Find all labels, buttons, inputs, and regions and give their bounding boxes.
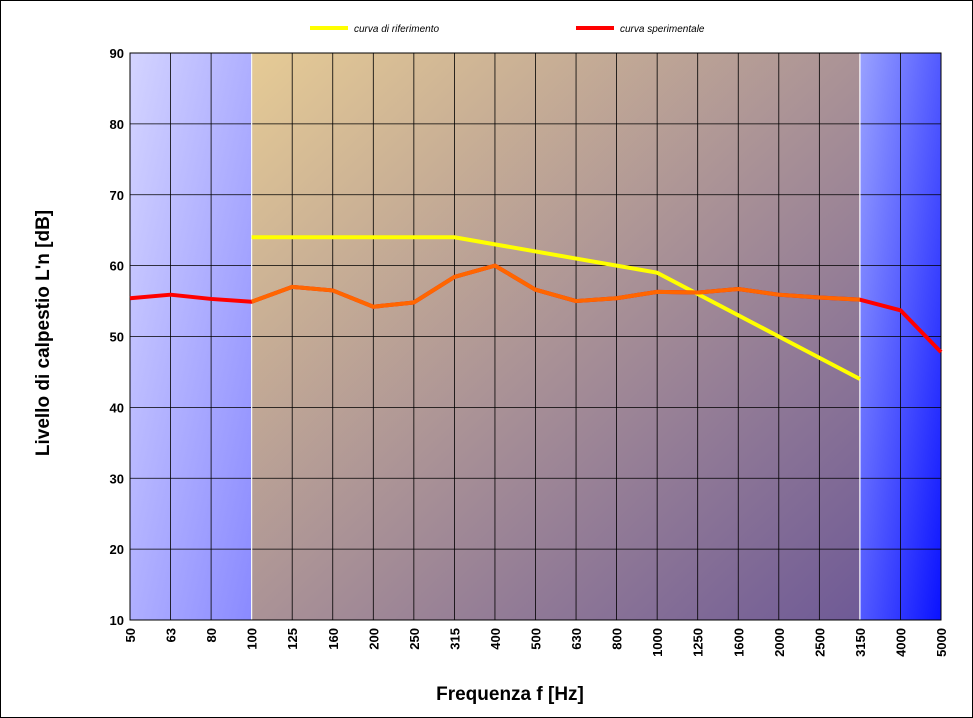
y-tick-label: 20: [110, 542, 124, 557]
x-tick-label: 80: [204, 628, 219, 642]
series-line-curva-di-riferimento: [251, 235, 861, 381]
y-tick-label: 10: [110, 613, 124, 628]
legend-label: curva sperimentale: [620, 24, 705, 35]
x-tick-label: 400: [488, 628, 503, 650]
y-tick-label: 80: [110, 117, 124, 132]
x-tick-label: 315: [447, 628, 462, 650]
x-tick-label: 500: [529, 628, 544, 650]
y-tick-label: 90: [110, 46, 124, 61]
x-tick-label: 1250: [691, 628, 706, 657]
x-tick-label: 2000: [772, 628, 787, 657]
y-axis-title: Livello di calpestio L'n [dB]: [33, 210, 54, 456]
plot-area-border: [129, 52, 942, 621]
x-tick-label: 63: [164, 628, 179, 642]
x-tick-label: 1600: [731, 628, 746, 657]
x-tick-label: 125: [285, 628, 300, 650]
series-line-curva-sperimentale-mid: [250, 263, 861, 309]
legend-label: curva di riferimento: [354, 24, 439, 35]
x-axis-title: Frequenza f [Hz]: [436, 684, 584, 705]
x-tick-label: 3150: [853, 628, 868, 657]
x-tick-label: 5000: [934, 628, 949, 657]
y-tick-label: 50: [110, 330, 124, 345]
x-tick-label: 200: [366, 628, 381, 650]
x-tick-label: 2500: [812, 628, 827, 657]
x-tick-label: 1000: [650, 628, 665, 657]
x-tick-label: 630: [569, 628, 584, 650]
x-tick-label: 100: [245, 628, 260, 650]
y-tick-label: 30: [110, 471, 124, 486]
x-tick-label: 250: [407, 628, 422, 650]
x-tick-label: 50: [123, 628, 138, 642]
y-tick-label: 40: [110, 400, 124, 415]
y-tick-label: 60: [110, 259, 124, 274]
y-tick-label: 70: [110, 188, 124, 203]
x-tick-label: 160: [326, 628, 341, 650]
x-tick-label: 4000: [893, 628, 908, 657]
x-tick-label: 800: [610, 628, 625, 650]
